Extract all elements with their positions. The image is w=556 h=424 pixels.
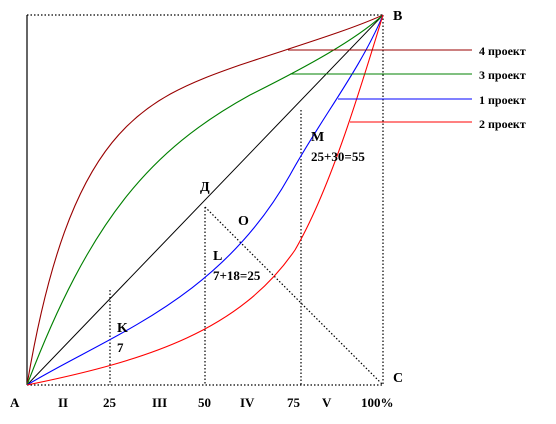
equality-diagonal — [26, 14, 384, 386]
axis-label-ii: II — [58, 395, 68, 410]
axis-label-75: 75 — [287, 395, 301, 410]
legend-label-project-2: 2 проект — [479, 117, 526, 131]
axis-label-v: V — [322, 395, 332, 410]
point-label-k: K — [117, 321, 128, 336]
point-label-d: Д — [200, 180, 210, 195]
axis-label-iv: IV — [240, 395, 255, 410]
axis-label-25: 25 — [103, 395, 117, 410]
axis-label-100: 100% — [361, 395, 394, 410]
diagonal-d-c — [204, 206, 384, 386]
point-label-l: L — [213, 249, 222, 264]
point-label-o: O — [238, 214, 249, 229]
legend-label-project-3: 3 проект — [479, 68, 526, 82]
axis-label-a: А — [10, 395, 20, 410]
curve-project-4 — [26, 14, 384, 386]
legend-label-project-1: 1 проект — [479, 93, 526, 107]
curve-project-3 — [26, 14, 384, 386]
curve-project-2 — [26, 14, 384, 386]
point-label-m: M — [311, 130, 324, 145]
legend-label-project-4: 4 проект — [479, 44, 526, 58]
point-label-c: C — [393, 371, 403, 386]
value-k: 7 — [117, 340, 124, 355]
axis-label-50: 50 — [198, 395, 211, 410]
value-l: 7+18=25 — [213, 268, 261, 283]
axis-label-iii: III — [152, 395, 167, 410]
point-label-b: B — [393, 9, 402, 24]
value-m: 25+30=55 — [311, 149, 365, 164]
